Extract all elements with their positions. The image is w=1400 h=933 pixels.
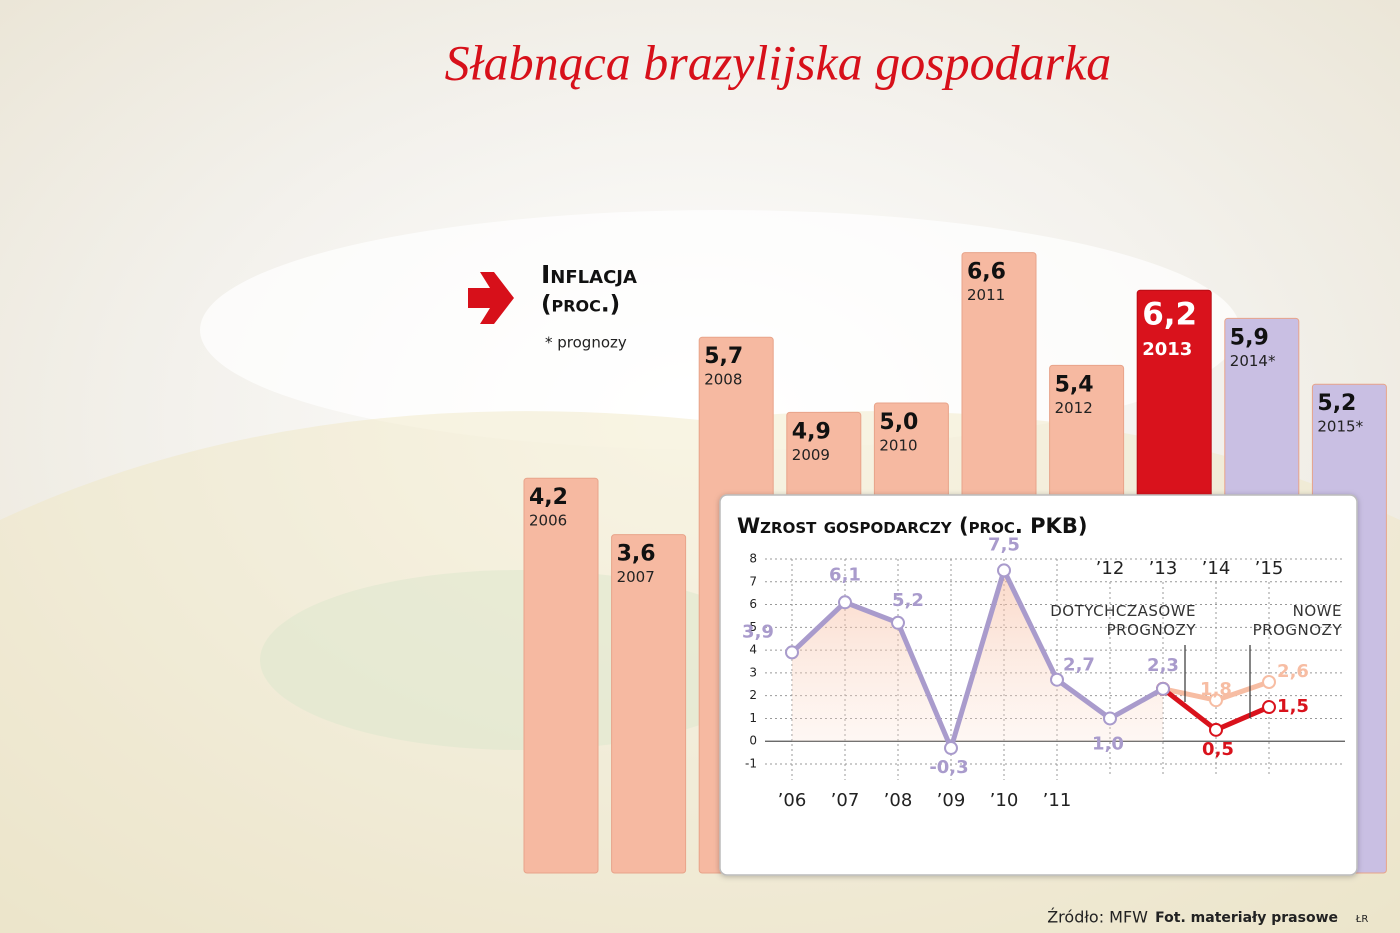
bar-value-label: 6,6: [967, 260, 1006, 285]
x-tick-label: ’09: [937, 790, 966, 811]
data-label: 1,0: [1092, 733, 1124, 754]
y-tick-label: 2: [749, 688, 757, 702]
data-label: 6,1: [829, 564, 861, 585]
point: [1209, 722, 1223, 737]
bar-category-label: 2014*: [1230, 352, 1276, 370]
bar-value-label: 5,0: [879, 410, 918, 435]
x-tick-label: ’11: [1043, 790, 1072, 811]
y-tick-label: 6: [749, 597, 757, 611]
bar-value-label: 5,9: [1230, 325, 1269, 350]
point: [1262, 675, 1276, 689]
x-tick-label: ’15: [1255, 558, 1284, 579]
data-label: 2,6: [1277, 661, 1309, 682]
bar-category-label: 2010: [879, 437, 917, 455]
x-tick-label: ’06: [778, 790, 807, 811]
annotation: NOWE PROGNOZY: [1252, 602, 1342, 639]
series-line: [790, 567, 1165, 751]
bar: [523, 477, 599, 874]
bar-chart-title: Inflacja: [541, 260, 637, 289]
point: [1209, 693, 1223, 708]
bar-value-label: 5,2: [1317, 391, 1356, 416]
y-tick-label: 7: [749, 574, 757, 588]
data-label: -0,3: [929, 757, 968, 778]
y-tick-label: -1: [745, 757, 757, 771]
y-tick-label: 3: [749, 665, 757, 679]
point: [1156, 681, 1170, 696]
bar-category-label: 2007: [617, 568, 655, 586]
data-label: 5,2: [892, 590, 924, 611]
author: ŁR: [1355, 914, 1369, 925]
line-chart-title: Wzrost gospodarczy (proc. PKB): [737, 514, 1087, 538]
photo-credit: Fot. materiały prasowe: [1155, 910, 1338, 926]
point: [997, 563, 1011, 578]
bar-value-label: 5,7: [704, 344, 743, 369]
point: [944, 741, 958, 756]
x-tick-label: ’07: [831, 790, 860, 811]
data-label: 2,7: [1063, 655, 1095, 676]
bar-category-label: 2006: [529, 512, 567, 530]
bar-category-label: 2008: [704, 371, 742, 389]
point: [891, 615, 905, 630]
bar-category-label: 2012: [1055, 399, 1093, 417]
point: [1050, 672, 1064, 687]
y-tick-label: 4: [749, 643, 757, 657]
point: [1103, 711, 1117, 726]
bar-value-label: 3,6: [617, 542, 656, 567]
arrow-icon: [468, 272, 514, 324]
bar-chart-note: * prognozy: [545, 334, 627, 352]
main-title: Słabnąca brazylijska gospodarka: [445, 34, 1112, 90]
bar-value-label: 4,9: [792, 419, 831, 444]
point: [838, 595, 852, 610]
data-label: 2,3: [1147, 655, 1179, 676]
bar-category-label: 2013: [1142, 339, 1192, 360]
x-tick-label: ’14: [1202, 558, 1231, 579]
x-tick-label: ’08: [884, 790, 913, 811]
y-tick-label: 8: [749, 552, 757, 566]
bar-chart-subtitle: (proc.): [541, 292, 620, 318]
bar-value-label: 6,2: [1142, 297, 1197, 333]
data-label: 0,5: [1202, 739, 1234, 760]
source: Źródło: MFW: [1047, 908, 1148, 927]
bar-value-label: 5,4: [1055, 372, 1094, 397]
data-label: 7,5: [988, 534, 1020, 555]
bar-category-label: 2015*: [1317, 418, 1363, 436]
x-tick-label: ’10: [990, 790, 1019, 811]
y-tick-label: 5: [749, 620, 757, 634]
x-tick-label: ’12: [1096, 558, 1125, 579]
y-tick-label: 0: [749, 734, 757, 748]
annotation: DOTYCHCZASOWE PROGNOZY: [1050, 602, 1196, 639]
bar-category-label: 2011: [967, 286, 1005, 304]
point: [785, 645, 799, 660]
point: [1262, 700, 1276, 715]
bar-value-label: 4,2: [529, 485, 568, 510]
data-label: 1,8: [1200, 679, 1232, 700]
y-tick-label: 1: [749, 711, 757, 725]
bar: [611, 534, 687, 874]
bar-category-label: 2009: [792, 446, 830, 464]
line-chart: -1 0 1 2 3 4 5 6 7 8 ’06 ’07 ’08 ’09 ’10 ’11 ’12 ’13 ’14 ’1…: [742, 534, 1345, 811]
data-label: 3,9: [742, 621, 774, 642]
data-label: 1,5: [1277, 696, 1309, 717]
x-tick-label: ’13: [1149, 558, 1178, 579]
